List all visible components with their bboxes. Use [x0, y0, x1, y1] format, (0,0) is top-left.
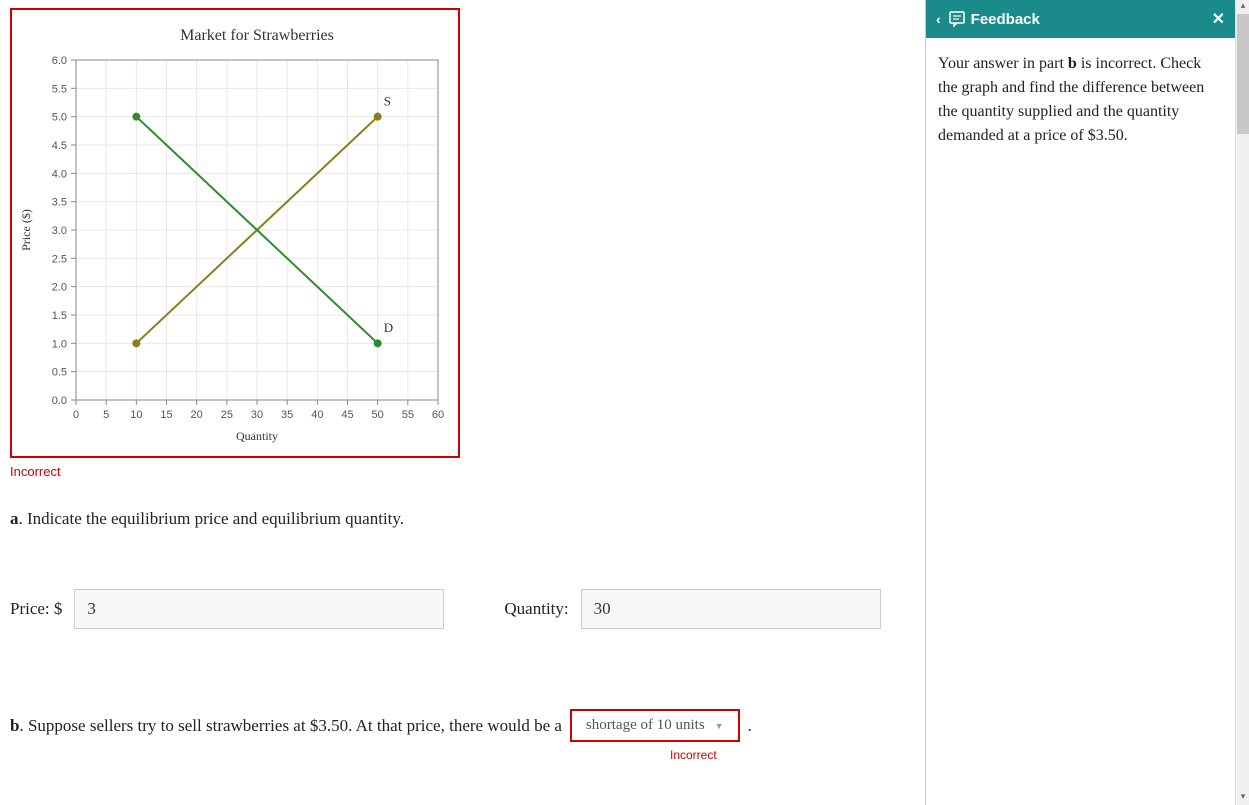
part-b-text-before: . Suppose sellers try to sell strawberri…	[19, 716, 561, 735]
svg-text:Market for Strawberries: Market for Strawberries	[180, 27, 334, 44]
feedback-panel: ‹ Feedback ✕ Your answer in part b is in…	[925, 0, 1235, 805]
scroll-thumb[interactable]	[1237, 14, 1249, 134]
feedback-title: Feedback	[971, 11, 1040, 28]
svg-text:D: D	[384, 320, 393, 335]
svg-text:10: 10	[130, 409, 142, 421]
svg-text:0.5: 0.5	[52, 367, 67, 379]
feedback-header: ‹ Feedback ✕	[926, 0, 1235, 38]
svg-text:3.0: 3.0	[52, 225, 67, 237]
shortage-dropdown[interactable]: shortage of 10 units ▼	[570, 709, 740, 742]
main-content: 0 5 10 15 20 25 30 35 40 45 50 55 60 0.0 0.5 1.0 1.5 2.0 2…	[0, 0, 925, 805]
svg-text:2.5: 2.5	[52, 253, 67, 265]
part-b-prompt: b. Suppose sellers try to sell strawberr…	[10, 709, 915, 742]
price-group: Price: $	[10, 589, 444, 629]
svg-text:55: 55	[402, 409, 414, 421]
svg-text:35: 35	[281, 409, 293, 421]
part-a-prompt: a. Indicate the equilibrium price and eq…	[10, 509, 915, 529]
svg-text:4.5: 4.5	[52, 140, 67, 152]
svg-text:1.5: 1.5	[52, 310, 67, 322]
feedback-text-1: Your answer in part	[938, 55, 1068, 72]
feedback-icon	[949, 11, 965, 27]
svg-text:0.0: 0.0	[52, 395, 67, 407]
quantity-label: Quantity:	[504, 599, 568, 619]
scroll-down-icon[interactable]: ▾	[1236, 791, 1249, 805]
close-icon[interactable]: ✕	[1212, 9, 1225, 29]
svg-text:50: 50	[372, 409, 384, 421]
svg-text:3.5: 3.5	[52, 197, 67, 209]
chart-container: 0 5 10 15 20 25 30 35 40 45 50 55 60 0.0 0.5 1.0 1.5 2.0 2…	[10, 8, 460, 458]
svg-text:5: 5	[103, 409, 109, 421]
part-b-text-after: .	[748, 716, 752, 736]
svg-text:S: S	[384, 93, 391, 108]
svg-text:5.5: 5.5	[52, 83, 67, 95]
svg-text:25: 25	[221, 409, 233, 421]
price-label: Price: $	[10, 599, 62, 619]
quantity-group: Quantity:	[504, 589, 880, 629]
feedback-body: Your answer in part b is incorrect. Chec…	[926, 38, 1235, 162]
svg-text:45: 45	[341, 409, 353, 421]
svg-text:40: 40	[311, 409, 323, 421]
scrollbar[interactable]: ▴ ▾	[1235, 0, 1249, 805]
svg-text:30: 30	[251, 409, 263, 421]
feedback-bold: b	[1068, 55, 1077, 72]
dropdown-value: shortage of 10 units	[586, 717, 705, 734]
svg-text:Quantity: Quantity	[236, 429, 278, 443]
svg-text:Price ($): Price ($)	[19, 209, 33, 251]
svg-text:20: 20	[191, 409, 203, 421]
price-input[interactable]	[74, 589, 444, 629]
part-a-letter: a	[10, 509, 19, 528]
part-a-inputs: Price: $ Quantity:	[10, 589, 915, 629]
svg-text:4.0: 4.0	[52, 168, 67, 180]
part-a-text: . Indicate the equilibrium price and equ…	[19, 509, 405, 528]
dropdown-status-incorrect: Incorrect	[670, 748, 915, 762]
market-chart: 0 5 10 15 20 25 30 35 40 45 50 55 60 0.0 0.5 1.0 1.5 2.0 2…	[12, 10, 458, 456]
svg-text:1.0: 1.0	[52, 338, 67, 350]
scroll-up-icon[interactable]: ▴	[1236, 0, 1249, 14]
chart-status-incorrect: Incorrect	[10, 464, 915, 479]
svg-text:6.0: 6.0	[52, 55, 67, 67]
svg-text:15: 15	[160, 409, 172, 421]
svg-text:60: 60	[432, 409, 444, 421]
svg-text:5.0: 5.0	[52, 112, 67, 124]
svg-text:2.0: 2.0	[52, 282, 67, 294]
svg-text:0: 0	[73, 409, 79, 421]
quantity-input[interactable]	[581, 589, 881, 629]
chevron-down-icon: ▼	[715, 721, 724, 731]
chevron-left-icon[interactable]: ‹	[936, 11, 941, 27]
